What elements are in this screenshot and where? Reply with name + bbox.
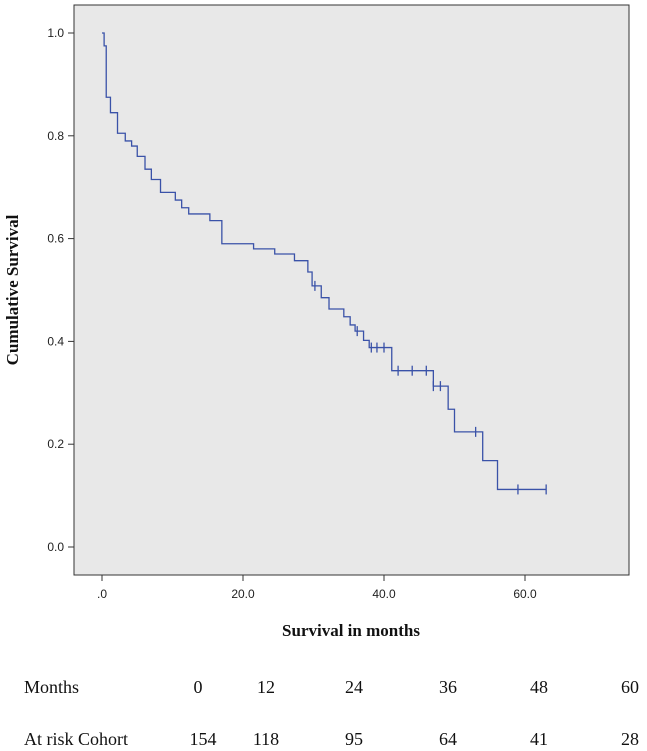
risk-at-risk-value: 41 [530,729,548,749]
y-axis-title: Cumulative Survival [3,214,22,365]
risk-month-value: 48 [530,677,548,697]
risk-at-risk-value: 154 [190,729,217,749]
y-tick-label: 1.0 [47,26,64,40]
x-tick-label: .0 [97,587,107,601]
risk-at-risk-value: 28 [621,729,639,749]
y-tick-label: 0.0 [47,540,64,554]
risk-at-risk-value: 64 [439,729,457,749]
risk-table-months-label: Months [24,677,79,697]
plot-area [73,4,630,576]
risk-month-value: 0 [194,677,203,697]
x-tick-label: 40.0 [372,587,396,601]
x-tick-label: 60.0 [513,587,537,601]
x-axis-title: Survival in months [282,621,420,640]
risk-table: Months At risk Cohort 0 12 24 36 48 60 1… [24,677,639,749]
y-axis: 0.0 0.2 0.4 0.6 0.8 1.0 [47,26,74,554]
censored-marks [314,280,547,495]
y-tick-label: 0.8 [47,129,64,143]
risk-at-risk-value: 118 [253,729,279,749]
risk-table-at-risk-label: At risk Cohort [24,729,128,749]
risk-at-risk-value: 95 [345,729,363,749]
risk-month-value: 36 [439,677,457,697]
y-tick-label: 0.2 [47,437,64,451]
survival-curve [102,32,547,491]
y-tick-label: 0.4 [47,334,64,348]
risk-month-value: 24 [345,677,363,697]
risk-month-value: 60 [621,677,639,697]
risk-month-value: 12 [257,677,275,697]
x-axis: .0 20.0 40.0 60.0 [97,575,537,601]
y-tick-label: 0.6 [47,232,64,246]
x-tick-label: 20.0 [231,587,255,601]
